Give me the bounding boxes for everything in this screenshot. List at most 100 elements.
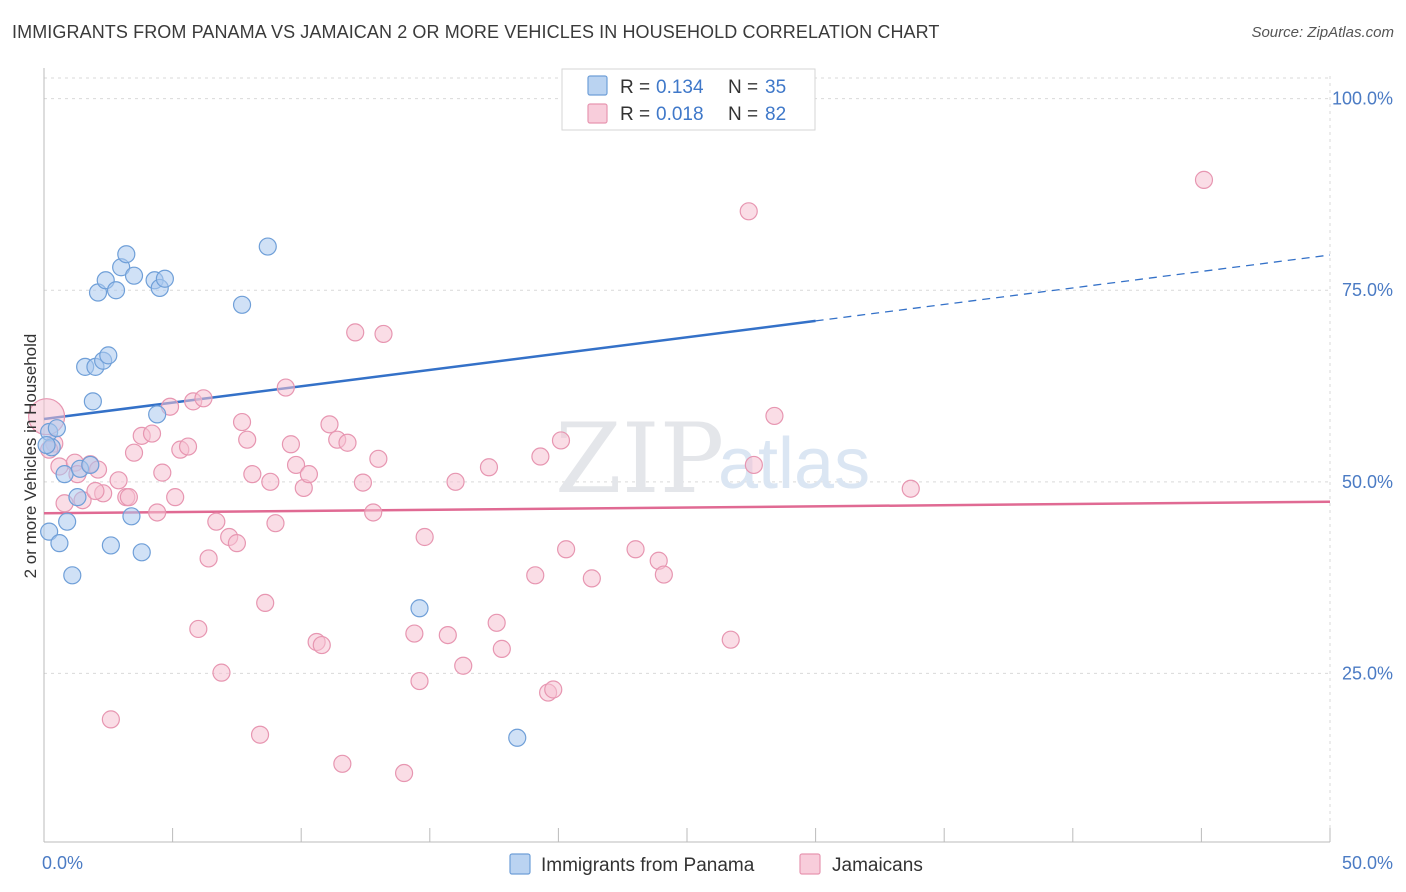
x-tick-label: 50.0% bbox=[1342, 853, 1393, 873]
point-jamaicans bbox=[312, 635, 331, 655]
chart-title: IMMIGRANTS FROM PANAMA VS JAMAICAN 2 OR … bbox=[12, 22, 940, 42]
point-panama bbox=[258, 237, 277, 256]
legend-r-label: R = bbox=[620, 77, 650, 98]
point-jamaicans bbox=[364, 503, 383, 522]
point-jamaicans bbox=[526, 566, 545, 585]
source-label: Source: ZipAtlas.com bbox=[1251, 24, 1394, 41]
point-jamaicans bbox=[86, 481, 105, 501]
point-panama bbox=[124, 266, 144, 285]
point-jamaicans bbox=[446, 472, 465, 491]
point-panama bbox=[68, 488, 87, 507]
y-tick-label: 75.0% bbox=[1342, 280, 1393, 300]
point-jamaicans bbox=[394, 763, 414, 783]
series-label-jamaicans: Jamaicans bbox=[832, 855, 923, 876]
y-tick-label: 100.0% bbox=[1332, 89, 1393, 109]
data-points bbox=[27, 88, 1214, 783]
point-jamaicans bbox=[582, 569, 601, 588]
series-swatch-panama bbox=[509, 853, 531, 875]
point-jamaicans bbox=[454, 656, 473, 675]
point-jamaicans bbox=[901, 479, 920, 498]
point-jamaicans bbox=[487, 613, 506, 632]
point-jamaicans bbox=[557, 540, 576, 559]
point-jamaicans bbox=[320, 415, 339, 434]
point-panama bbox=[410, 599, 429, 618]
point-panama bbox=[101, 536, 120, 555]
point-jamaicans bbox=[109, 471, 128, 490]
point-jamaicans bbox=[227, 534, 246, 553]
series-swatch-jamaicans bbox=[799, 853, 821, 875]
point-jamaicans bbox=[405, 624, 424, 643]
point-jamaicans bbox=[744, 455, 763, 475]
point-jamaicans bbox=[410, 671, 429, 691]
point-panama bbox=[508, 728, 527, 747]
point-jamaicans bbox=[369, 449, 388, 468]
point-panama bbox=[55, 465, 74, 484]
point-jamaicans bbox=[142, 424, 162, 443]
legend-r-label: R = bbox=[620, 104, 650, 125]
legend-swatch-panama bbox=[587, 75, 608, 96]
point-jamaicans bbox=[544, 680, 563, 699]
point-panama bbox=[122, 507, 141, 526]
point-panama bbox=[81, 455, 100, 475]
point-jamaicans bbox=[438, 625, 457, 645]
point-jamaicans bbox=[238, 430, 257, 449]
trend-line-jamaicans bbox=[43, 500, 1331, 515]
point-jamaicans bbox=[250, 725, 270, 744]
trend-line-panama-extension bbox=[815, 254, 1331, 322]
point-panama bbox=[132, 543, 151, 562]
point-jamaicans bbox=[299, 465, 319, 484]
point-panama bbox=[58, 512, 77, 531]
point-jamaicans bbox=[338, 433, 357, 452]
point-jamaicans bbox=[1194, 170, 1214, 189]
point-jamaicans bbox=[166, 488, 185, 507]
point-jamaicans bbox=[261, 472, 280, 491]
point-jamaicans bbox=[654, 565, 673, 584]
point-jamaicans bbox=[415, 527, 434, 547]
gridlines bbox=[44, 76, 1331, 842]
point-jamaicans bbox=[212, 663, 231, 682]
y-tick-label: 50.0% bbox=[1342, 472, 1393, 492]
point-jamaicans bbox=[189, 619, 208, 639]
point-jamaicans bbox=[353, 473, 373, 492]
legend-r-value-jamaicans: 0.018 bbox=[656, 104, 704, 125]
y-axis-label: 2 or more Vehicles in Household bbox=[21, 334, 40, 579]
point-jamaicans bbox=[266, 514, 285, 533]
point-jamaicans bbox=[551, 431, 571, 450]
point-panama bbox=[83, 392, 102, 411]
y-tick-label: 25.0% bbox=[1342, 663, 1393, 683]
point-jamaicans bbox=[276, 378, 295, 397]
watermark: ZIP atlas bbox=[555, 403, 870, 515]
watermark-atlas: atlas bbox=[718, 424, 870, 504]
legend-swatch-jamaicans bbox=[587, 103, 608, 124]
point-jamaicans bbox=[333, 754, 352, 773]
point-jamaicans bbox=[256, 593, 275, 613]
point-jamaicans bbox=[626, 540, 645, 559]
point-panama bbox=[63, 566, 82, 585]
point-jamaicans bbox=[232, 412, 252, 432]
point-panama bbox=[155, 269, 174, 288]
point-jamaicans bbox=[281, 435, 301, 454]
legend-r-value-panama: 0.134 bbox=[656, 77, 704, 98]
point-jamaicans bbox=[739, 202, 758, 221]
point-jamaicans bbox=[101, 710, 120, 729]
legend-n-value-jamaicans: 82 bbox=[765, 104, 786, 125]
point-jamaicans bbox=[479, 458, 499, 477]
point-panama bbox=[117, 245, 136, 264]
stats-legend: R = 0.134 N = 35 R = 0.018 N = 82 bbox=[561, 68, 816, 131]
point-jamaicans bbox=[765, 406, 784, 426]
tick-labels: 25.0% 50.0% 75.0% 100.0% 0.0% 50.0% bbox=[42, 89, 1393, 873]
legend-n-value-panama: 35 bbox=[765, 77, 786, 98]
point-jamaicans bbox=[286, 455, 306, 475]
x-tick-label: 0.0% bbox=[42, 853, 83, 873]
point-jamaicans bbox=[721, 630, 740, 649]
watermark-zip: ZIP bbox=[555, 403, 724, 515]
point-jamaicans bbox=[243, 465, 262, 484]
point-panama bbox=[50, 534, 69, 553]
point-jamaicans bbox=[194, 389, 213, 408]
legend-n-label: N = bbox=[728, 104, 758, 125]
point-panama bbox=[40, 522, 59, 541]
point-panama bbox=[106, 281, 126, 300]
point-jamaicans bbox=[531, 447, 550, 466]
point-jamaicans bbox=[148, 503, 167, 522]
